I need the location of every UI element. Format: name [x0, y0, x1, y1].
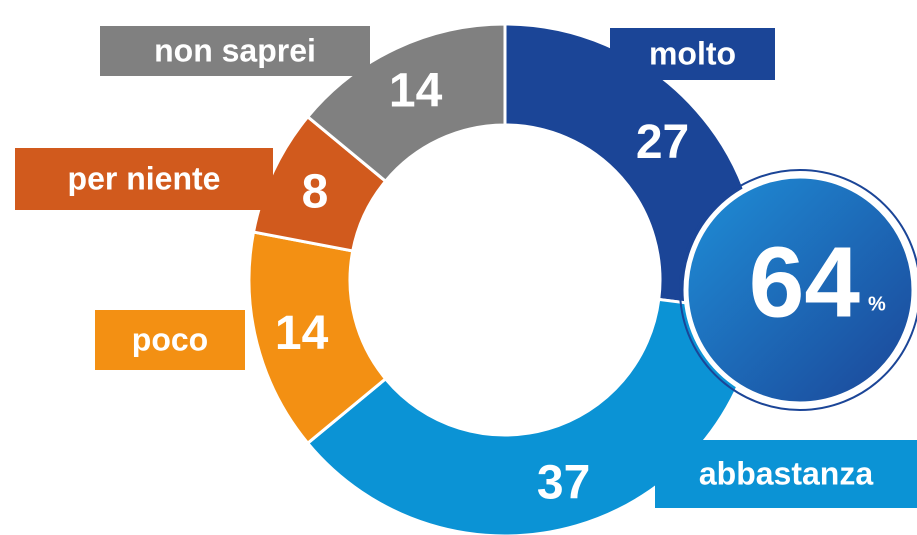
labels: 27 molto 37 abbastanza 14 poco 8 per niente 14 no…	[15, 26, 917, 509]
legend-box	[655, 440, 917, 508]
value-label: 14	[389, 65, 443, 118]
legend-box	[95, 310, 245, 370]
highlight-value: 64	[749, 226, 861, 338]
value-label: 27	[636, 116, 689, 169]
highlight-badge	[683, 173, 917, 407]
legend-box	[100, 26, 370, 76]
legend-box	[15, 148, 273, 210]
legend-label: per niente	[68, 160, 221, 196]
value-label: 8	[302, 165, 329, 218]
legend-label: non saprei	[154, 32, 316, 68]
legend-label: poco	[132, 321, 208, 357]
highlight-unit: %	[868, 293, 886, 315]
legend-label: molto	[649, 35, 736, 71]
value-label: 37	[537, 456, 590, 509]
legend-box	[610, 28, 775, 80]
value-label: 14	[275, 307, 329, 360]
highlight-ring	[679, 169, 917, 411]
legend-label: abbastanza	[699, 455, 873, 491]
